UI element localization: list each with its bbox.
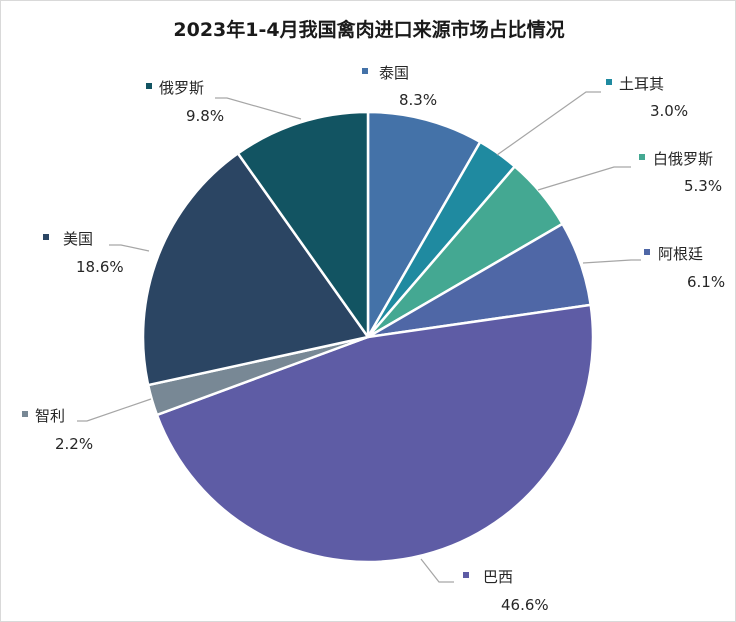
slice-value-label: 2.2%	[55, 435, 93, 453]
leader-line	[109, 244, 150, 252]
legend-key-marker	[146, 83, 152, 89]
leader-line	[77, 398, 152, 422]
pie-slice	[236, 110, 370, 339]
legend-key-marker	[463, 572, 469, 578]
slice-name-label: 阿根廷	[658, 245, 703, 263]
leader-line	[537, 166, 631, 191]
leader-line	[496, 91, 601, 156]
slice-value-label: 8.3%	[399, 91, 437, 109]
leader-line	[582, 259, 641, 264]
legend-key-marker	[644, 249, 650, 255]
slice-name-label: 智利	[35, 407, 65, 425]
leader-line	[215, 97, 302, 120]
slice-name-label: 泰国	[379, 64, 409, 82]
slice-name-label: 美国	[63, 230, 93, 248]
slice-value-label: 18.6%	[76, 258, 124, 276]
pie-slice	[141, 152, 370, 387]
chart-title: 2023年1-4月我国禽肉进口来源市场占比情况	[173, 19, 565, 41]
slice-value-label: 5.3%	[684, 177, 722, 195]
legend-key-marker	[606, 79, 612, 85]
pie-slice	[155, 303, 595, 564]
slice-name-label: 巴西	[483, 568, 513, 586]
leader-line	[420, 558, 454, 583]
slice-value-label: 6.1%	[687, 273, 725, 291]
legend-key-marker	[639, 154, 645, 160]
pie-slice	[366, 110, 482, 339]
slice-value-label: 3.0%	[650, 102, 688, 120]
slice-value-label: 9.8%	[186, 107, 224, 125]
legend-key-marker	[362, 68, 368, 74]
slice-name-label: 俄罗斯	[159, 79, 204, 97]
slice-name-label: 土耳其	[619, 75, 664, 93]
slice-name-label: 白俄罗斯	[653, 150, 713, 168]
legend-key-marker	[22, 411, 28, 417]
slice-value-label: 46.6%	[501, 596, 549, 614]
legend-key-marker	[43, 234, 49, 240]
